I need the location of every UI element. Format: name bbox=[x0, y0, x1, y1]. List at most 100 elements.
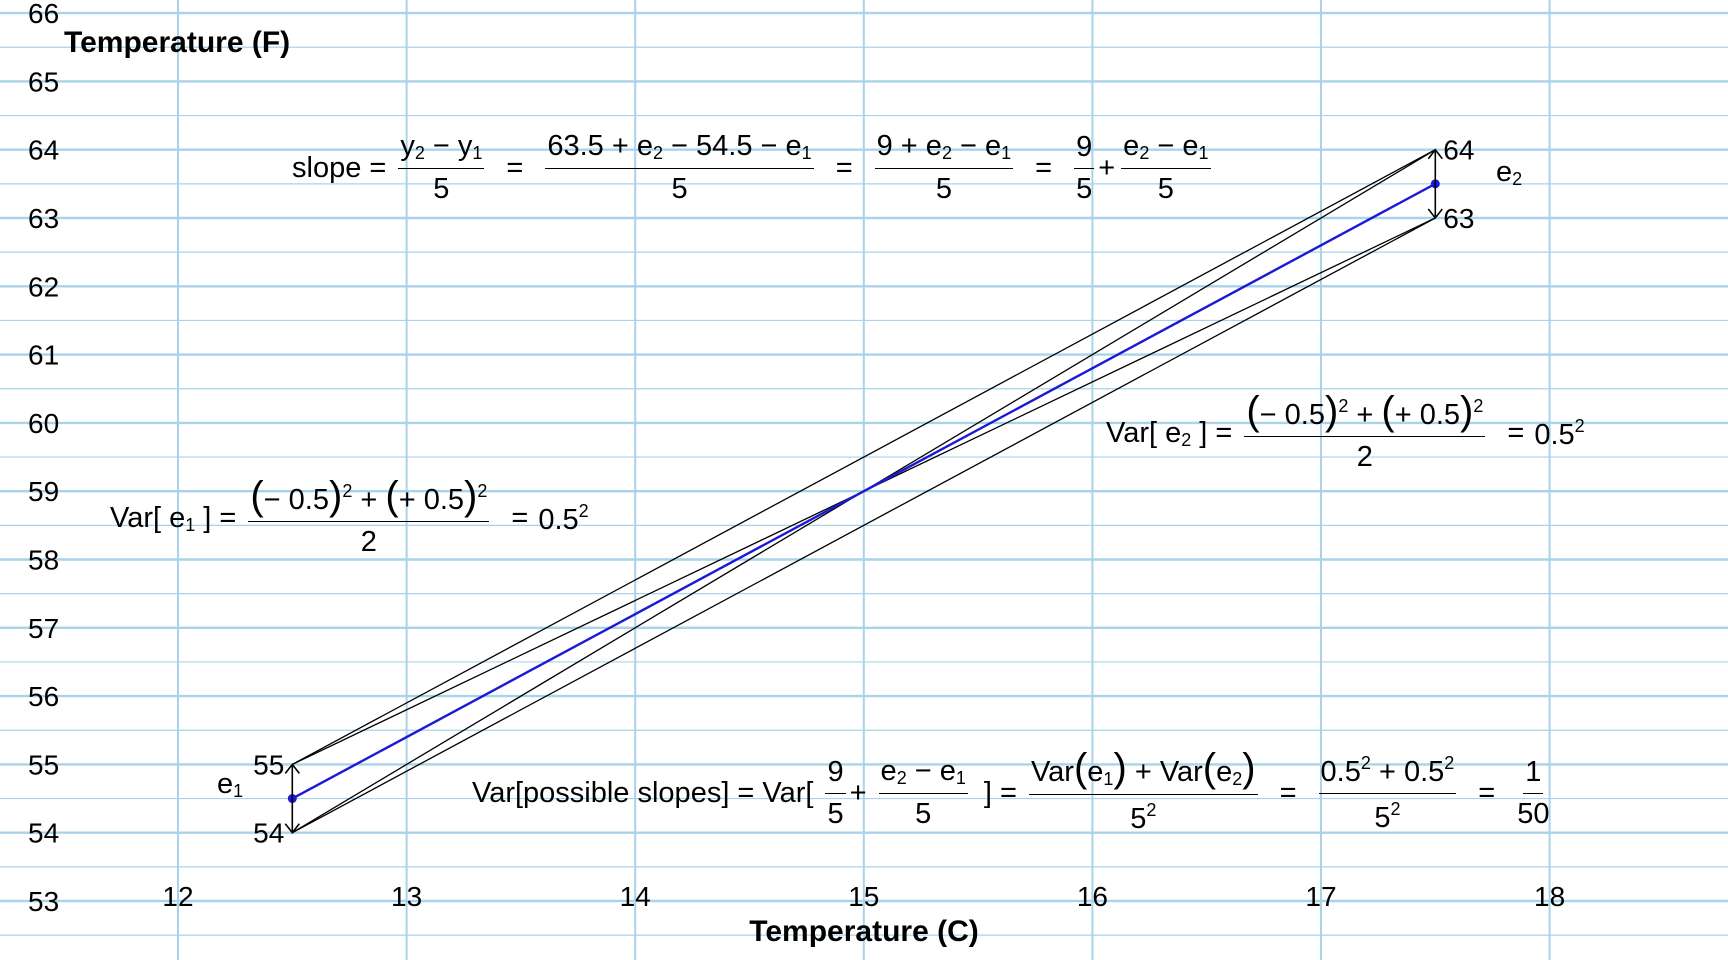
y-axis-title: Temperature (F) bbox=[64, 26, 290, 59]
x-tick-label: 15 bbox=[848, 881, 879, 912]
var-e2-den: 2 bbox=[1356, 441, 1373, 473]
envelope-line bbox=[291, 217, 1436, 834]
y-tick-label: 54 bbox=[28, 818, 59, 849]
y-tick-label: 61 bbox=[28, 340, 59, 371]
slope-eq-1: = bbox=[506, 151, 524, 184]
var-e2-num: (− 0.5)2 + (+ 0.5)2 bbox=[1244, 391, 1486, 437]
e2-letter: e bbox=[1496, 156, 1513, 188]
y-tick-label: 55 bbox=[28, 749, 59, 780]
var-slopes-frac-4-den: 52 bbox=[1374, 798, 1401, 834]
x-tick-label: 13 bbox=[391, 881, 422, 912]
slope-frac-1-den: 5 bbox=[433, 173, 450, 205]
var-slopes-frac-1-den: 5 bbox=[827, 797, 844, 830]
slope-frac-5-num: e2 − e1 bbox=[1121, 132, 1211, 169]
error-bar-label-high: 55 bbox=[253, 749, 284, 780]
slope-frac-2: 63.5 + e2 − 54.5 − e1 5 bbox=[545, 132, 814, 205]
var-e2-frac: (− 0.5)2 + (+ 0.5)2 2 bbox=[1244, 391, 1486, 473]
y-tick-label: 56 bbox=[28, 681, 59, 712]
y-tick-label: 66 bbox=[28, 0, 59, 29]
y-tick-label: 64 bbox=[28, 135, 59, 166]
slope-frac-2-num: 63.5 + e2 − 54.5 − e1 bbox=[545, 132, 814, 169]
x-tick-label: 16 bbox=[1077, 881, 1108, 912]
var-e2-equation: Var[ e2 ] = (− 0.5)2 + (+ 0.5)2 2 = 0.52 bbox=[1106, 391, 1585, 473]
y-tick-label: 58 bbox=[28, 545, 59, 576]
var-slopes-frac-4: 0.52 + 0.52 52 bbox=[1318, 754, 1457, 834]
var-slopes-plus: + bbox=[849, 776, 867, 809]
slope-frac-5: e2 − e1 5 bbox=[1121, 132, 1211, 205]
e1-letter: e bbox=[217, 768, 234, 800]
slope-frac-3: 9 + e2 − e1 5 bbox=[874, 132, 1014, 205]
var-e2-eq: = bbox=[1507, 417, 1525, 449]
x-tick-label: 18 bbox=[1534, 881, 1565, 912]
var-e2-rhs: 0.52 bbox=[1534, 416, 1585, 451]
y-tick-labels: 53 54 55 56 57 58 59 60 61 62 63 64 65 66 bbox=[28, 0, 59, 917]
error-bar-label-low: 54 bbox=[253, 818, 284, 849]
var-e1-den: 2 bbox=[360, 526, 377, 558]
var-slopes-lhs: Var[possible slopes] = Var[ bbox=[472, 776, 814, 809]
var-slopes-frac-2: e2 − e1 5 bbox=[878, 757, 968, 830]
envelope-line bbox=[291, 149, 1436, 765]
slope-frac-1: y2 − y1 5 bbox=[398, 132, 485, 205]
var-slopes-frac-3: Var(e1) + Var(e2) 52 bbox=[1028, 748, 1258, 835]
slope-lhs: slope = bbox=[292, 151, 387, 184]
var-slopes-eq-2: = bbox=[1478, 776, 1496, 809]
slope-frac-5-den: 5 bbox=[1157, 173, 1174, 205]
y-tick-label: 59 bbox=[28, 476, 59, 507]
slope-frac-4: 9 5 bbox=[1074, 132, 1095, 205]
y-tick-label: 60 bbox=[28, 408, 59, 439]
var-slopes-frac-2-den: 5 bbox=[915, 798, 932, 830]
y-tick-label: 62 bbox=[28, 271, 59, 302]
var-slopes-frac-2-num: e2 − e1 bbox=[878, 757, 968, 794]
var-e1-num: (− 0.5)2 + (+ 0.5)2 bbox=[248, 476, 490, 522]
slope-frac-3-num: 9 + e2 − e1 bbox=[874, 132, 1014, 169]
slope-frac-1-num: y2 − y1 bbox=[398, 132, 485, 169]
var-e1-rhs: 0.52 bbox=[538, 501, 589, 536]
var-e1-lhs: Var[ e1 ] = bbox=[110, 501, 237, 535]
x-tick-label: 14 bbox=[620, 881, 651, 912]
var-slopes-frac-3-den: 52 bbox=[1130, 800, 1157, 835]
error-bar-label-low: 63 bbox=[1443, 203, 1474, 234]
slope-eq-3: = bbox=[1035, 151, 1053, 184]
var-slopes-frac-5-num: 1 bbox=[1523, 757, 1544, 794]
y-tick-label: 57 bbox=[28, 613, 59, 644]
var-slopes-equation: Var[possible slopes] = Var[ 9 5 + e2 − e… bbox=[472, 748, 1561, 835]
var-slopes-frac-5: 1 50 bbox=[1517, 757, 1550, 830]
slope-plus: + bbox=[1098, 151, 1116, 184]
var-slopes-close: ] = bbox=[983, 776, 1017, 809]
e1-sub: 1 bbox=[233, 781, 244, 801]
e2-label: e2 bbox=[1496, 156, 1522, 190]
var-slopes-frac-5-den: 50 bbox=[1517, 797, 1550, 830]
y-tick-label: 63 bbox=[28, 203, 59, 234]
x-tick-label: 12 bbox=[162, 881, 193, 912]
y-tick-label: 65 bbox=[28, 66, 59, 97]
error-bar-arrow-bottom bbox=[1427, 208, 1443, 220]
slope-equation: slope = y2 − y1 5 = 63.5 + e2 − 54.5 − e… bbox=[292, 132, 1223, 204]
slope-frac-2-den: 5 bbox=[671, 173, 688, 205]
x-tick-label: 17 bbox=[1305, 881, 1336, 912]
var-e1-equation: Var[ e1 ] = (− 0.5)2 + (+ 0.5)2 2 = 0.52 bbox=[110, 476, 589, 558]
var-slopes-frac-1-num: 9 bbox=[825, 757, 846, 794]
error-bar-arrow-bottom bbox=[284, 823, 300, 835]
x-axis-title: Temperature (C) bbox=[749, 915, 978, 948]
error-bar-label-high: 64 bbox=[1443, 135, 1474, 166]
y-tick-label: 53 bbox=[28, 886, 59, 917]
var-e1-eq: = bbox=[511, 502, 529, 534]
var-e2-lhs: Var[ e2 ] = bbox=[1106, 416, 1233, 450]
slope-eq-2: = bbox=[835, 151, 853, 184]
var-e1-frac: (− 0.5)2 + (+ 0.5)2 2 bbox=[248, 476, 490, 558]
e1-label: e1 bbox=[217, 768, 243, 802]
var-slopes-frac-1: 9 5 bbox=[825, 757, 846, 830]
var-slopes-frac-4-num: 0.52 + 0.52 bbox=[1318, 754, 1457, 794]
x-tick-labels: 12 13 14 15 16 17 18 bbox=[162, 881, 1565, 912]
var-slopes-eq-1: = bbox=[1279, 776, 1297, 809]
e2-sub: 2 bbox=[1512, 169, 1523, 189]
error-bar-arrow-top bbox=[284, 763, 300, 774]
slope-frac-4-den: 5 bbox=[1076, 172, 1093, 205]
var-slopes-frac-3-num: Var(e1) + Var(e2) bbox=[1028, 748, 1258, 795]
fit-line bbox=[291, 182, 1436, 800]
slope-frac-3-den: 5 bbox=[935, 173, 952, 205]
slope-frac-4-num: 9 bbox=[1074, 132, 1095, 169]
